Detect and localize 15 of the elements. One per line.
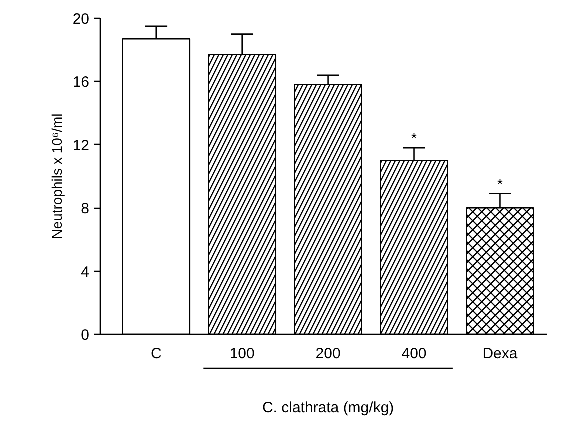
annotation: * <box>497 176 504 192</box>
x-tick-label: 400 <box>402 346 427 362</box>
y-tick-label: 8 <box>81 200 90 218</box>
x-tick-label: Dexa <box>482 346 518 362</box>
y-tick-label: 16 <box>72 74 90 92</box>
y-axis-title: Neutrophils x 10⁶/ml <box>48 114 65 240</box>
x-axis-title: C. clathrata (mg/kg) <box>262 400 394 416</box>
x-tick-label: 200 <box>316 346 341 362</box>
annotation: * <box>412 130 418 146</box>
y-tick-label: 20 <box>72 11 90 28</box>
y-tick-label: 4 <box>81 264 90 281</box>
y-tick-label: 12 <box>72 137 90 154</box>
x-tick-label: C <box>150 346 162 362</box>
y-tick-label: 0 <box>81 327 90 344</box>
x-tick-label: 100 <box>230 346 255 362</box>
